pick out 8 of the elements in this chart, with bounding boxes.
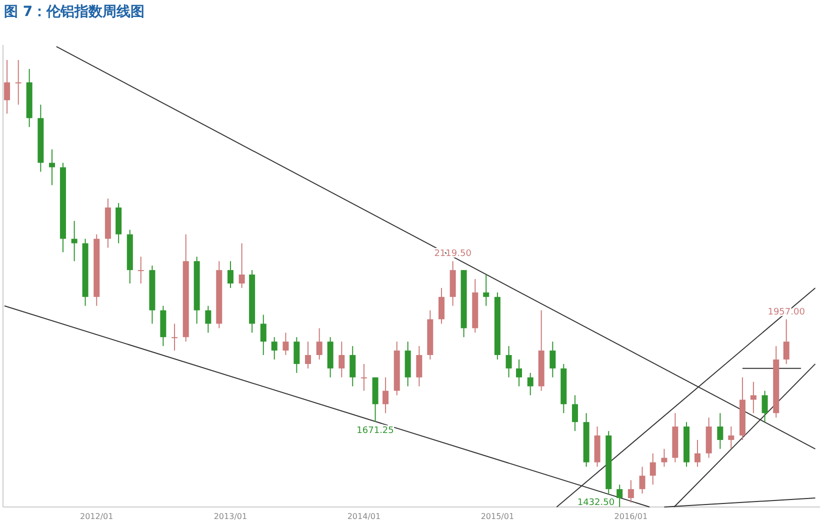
x-tick-label: 2015/01 — [480, 512, 514, 521]
x-tick-label: 2014/01 — [347, 512, 381, 521]
x-tick-label: 2016/01 — [614, 512, 648, 521]
annotation: 1432.50 — [577, 498, 615, 508]
annotation: 1671.25 — [356, 426, 394, 436]
x-tick-label: 2013/01 — [214, 512, 248, 521]
chart-title: 图 7：伦铝指数周线图 — [4, 4, 145, 20]
x-tick-label: 2012/01 — [80, 512, 114, 521]
